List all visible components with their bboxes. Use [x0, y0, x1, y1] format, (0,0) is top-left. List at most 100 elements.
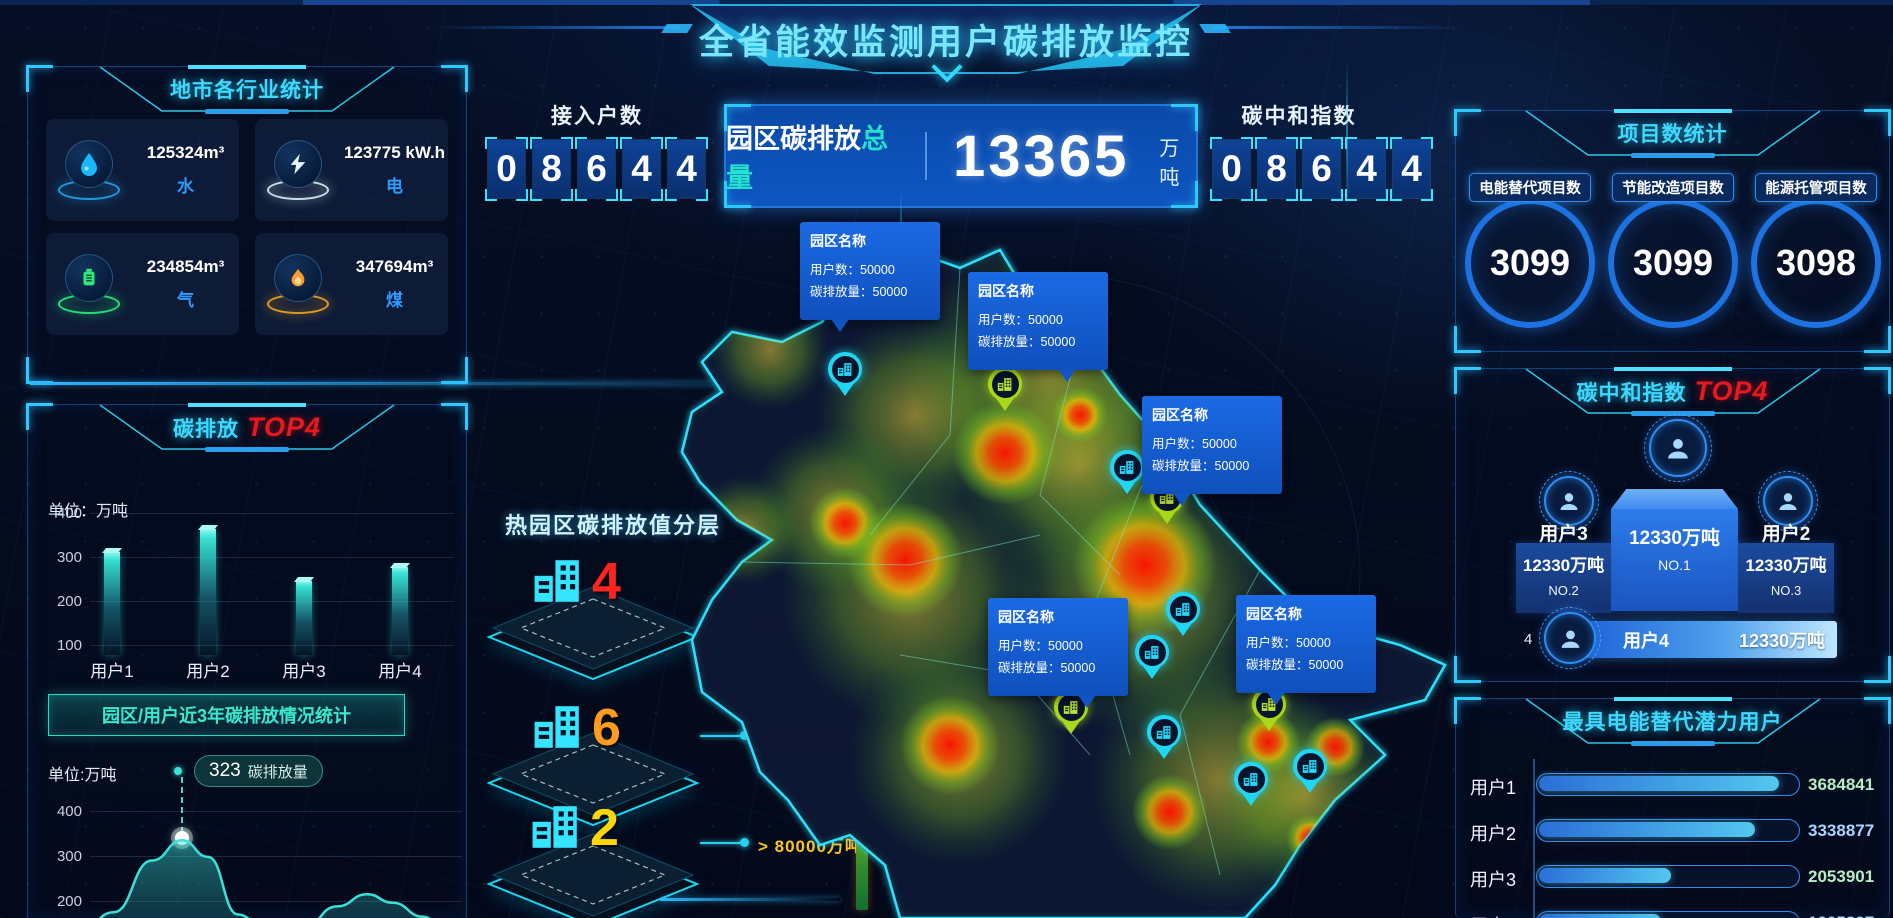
digit-box: 6: [575, 137, 618, 201]
park-tooltip: 园区名称 用户数：50000 碳排放量：50000: [988, 598, 1128, 708]
header-chip-left: [661, 24, 693, 33]
rank2-user: 用户3: [1539, 524, 1588, 545]
project-label: 能源托管项目数: [1755, 173, 1877, 202]
total-emission-unit: 万吨: [1159, 138, 1180, 189]
legend-connector: [700, 842, 742, 844]
rank4-index: 4: [1524, 631, 1533, 648]
park-tooltip: 园区名称 用户数：50000 碳排放量：50000: [800, 222, 940, 332]
bar-user2: [200, 529, 216, 655]
legend-dot: [740, 731, 749, 740]
park-pin[interactable]: [1134, 635, 1170, 685]
bar-user1: [104, 551, 120, 655]
park-pin[interactable]: [1233, 762, 1269, 812]
three-year-stats-button[interactable]: 园区/用户近3年碳排放情况统计: [48, 694, 405, 736]
park-pin[interactable]: [1146, 715, 1182, 765]
project-stat: 节能改造项目数 3099: [1605, 173, 1741, 328]
top4-highlight: TOP4: [246, 412, 322, 442]
stat-card-coal: 347694m³ 煤: [255, 233, 448, 335]
top-strip: [0, 0, 1893, 5]
park-tooltip: 园区名称 用户数：50000 碳排放量：50000: [1142, 396, 1282, 506]
digit-box: 0: [485, 137, 528, 201]
digit-box: 4: [620, 137, 663, 201]
panel-title: 最具电能替代潜力用户: [1518, 697, 1828, 749]
panel-project-stats: 项目数统计 电能替代项目数 3099 节能改造项目数 3099 能源托管项目数 …: [1454, 109, 1891, 353]
bar-user3: [296, 580, 312, 655]
project-value: 3099: [1465, 198, 1595, 328]
park-pin[interactable]: [1292, 749, 1328, 799]
project-value: 3098: [1751, 198, 1881, 328]
digit-box: 0: [1210, 137, 1253, 201]
park-pin[interactable]: [1109, 450, 1145, 500]
digit-box: 8: [530, 137, 573, 201]
header-chip-right: [1199, 24, 1231, 33]
panel-title: 项目数统计: [1518, 109, 1828, 161]
rank4-user: 用户4: [1623, 630, 1670, 651]
potential-row: 用户4 1905807: [1456, 909, 1889, 918]
panel-emission-top4: 碳排放 TOP4 单位：万吨 400 300 200 100 用户1 用户2 用户…: [26, 403, 468, 918]
stat-value: 347694m³: [355, 257, 434, 276]
park-tooltip: 园区名称 用户数：50000 碳排放量：50000: [1236, 595, 1376, 705]
building-icon: [532, 706, 584, 753]
stat-label: 煤: [386, 291, 403, 310]
deco-line: [1346, 60, 1348, 210]
tier-count: 4: [592, 553, 621, 611]
lightning-icon: [274, 140, 322, 188]
stat-value: 234854m³: [146, 257, 225, 276]
divider-glow-line: [30, 382, 830, 385]
total-emission-value: 13365: [953, 123, 1130, 189]
project-stat: 能源托管项目数 3098: [1748, 173, 1884, 328]
trend-chart: 400 300 200: [28, 803, 466, 918]
neutral-index-label: 碳中和指数: [1241, 105, 1357, 128]
building-icon: [532, 560, 584, 607]
page-title: 全省能效监测用户碳排放监控: [698, 23, 1193, 62]
stat-label: 气: [177, 291, 194, 310]
project-stat: 电能替代项目数 3099: [1462, 173, 1598, 328]
flame-icon: [274, 254, 322, 302]
platform-tier-3: [483, 820, 703, 918]
stat-value: 123775 kW.h: [343, 143, 446, 162]
park-tooltip: 园区名称 用户数：50000 碳排放量：50000: [968, 272, 1108, 382]
trend-chart-unit: 单位:万吨: [48, 767, 117, 784]
panel-title: 地市各行业统计: [92, 65, 402, 117]
hbar-fill: [1539, 776, 1779, 791]
digit-box: 4: [1345, 137, 1388, 201]
stat-value: 125324m³: [146, 143, 225, 162]
neutral-index-digits: 0 8 6 4 4: [1210, 137, 1433, 201]
project-label: 节能改造项目数: [1612, 173, 1734, 202]
stat-card-gas: 234854m³ 气: [46, 233, 239, 335]
panel-industry-stats: 地市各行业统计 125324m³ 水 123775 kW.h 电 234854m…: [26, 65, 468, 384]
rank3-box: 12330万吨 NO.3: [1738, 543, 1834, 613]
rank4-value: 12330万吨: [1738, 630, 1825, 651]
annotation-pill: 323 碳排放量: [194, 755, 323, 787]
tier-threshold: > 80000万吨: [758, 837, 863, 856]
stat-label: 电: [386, 177, 403, 196]
header-line-right: [1212, 26, 1462, 29]
user-avatar: [1539, 471, 1599, 531]
building-icon: [530, 806, 582, 853]
park-pin[interactable]: [1165, 592, 1201, 642]
hbar-fill: [1539, 868, 1672, 883]
platform-tier-2: [483, 719, 703, 834]
deco-line: [660, 898, 840, 901]
layers-legend-title: 热园区碳排放值分层: [505, 513, 722, 538]
park-pin[interactable]: [827, 352, 863, 402]
digit-box: 8: [1255, 137, 1298, 201]
bar-x-label: 用户4: [378, 662, 422, 681]
user-avatar: [1758, 471, 1818, 531]
gas-canister-icon: [65, 254, 113, 302]
rank4-bar: 用户4 12330万吨: [1581, 621, 1837, 658]
rank3-user: 用户2: [1761, 524, 1811, 545]
legend-connector: [700, 735, 742, 737]
bar-x-label: 用户2: [186, 662, 230, 681]
bar-user4: [392, 567, 408, 655]
panel-title: 碳排放 TOP4: [92, 403, 402, 455]
access-count-label: 接入户数: [551, 105, 643, 128]
total-emission-box: 园区碳排放总量 13365 万吨: [724, 104, 1198, 208]
bar-x-label: 用户1: [90, 662, 134, 681]
potential-row: 用户1 3684841: [1470, 773, 1875, 798]
park-pin[interactable]: [987, 367, 1023, 417]
digit-box: 6: [1300, 137, 1343, 201]
header-line-left: [430, 26, 680, 29]
